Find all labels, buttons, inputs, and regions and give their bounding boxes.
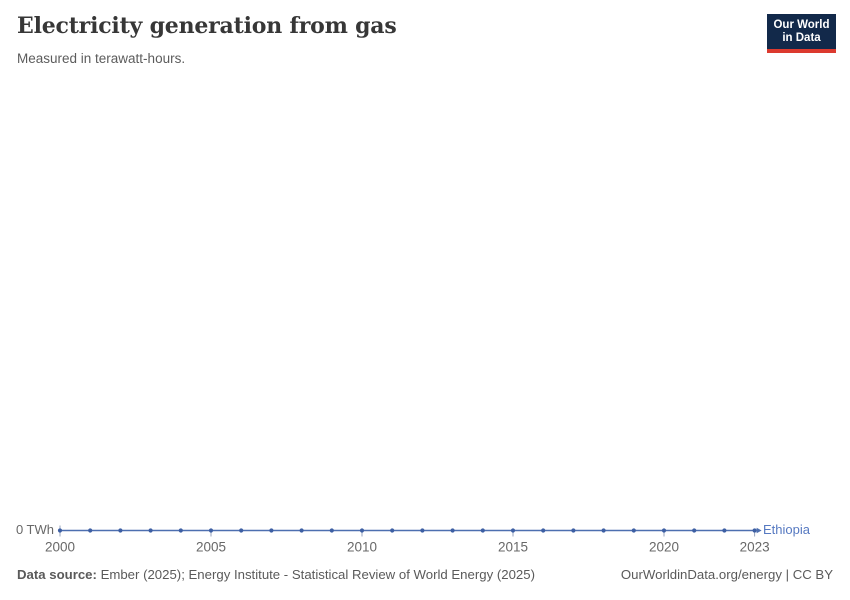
chart-subtitle: Measured in terawatt-hours.	[17, 51, 186, 66]
data-point-2006[interactable]	[239, 528, 244, 533]
data-point-2015[interactable]	[510, 528, 516, 533]
data-point-2011[interactable]	[390, 528, 395, 533]
owid-logo-line2: in Data	[782, 32, 821, 44]
data-source: Data source: Ember (2025); Energy Instit…	[17, 567, 535, 582]
footer-license-link[interactable]: OurWorldinData.org/energy | CC BY	[620, 567, 833, 582]
data-point-2008[interactable]	[299, 528, 304, 533]
x-tick-label: 2010	[347, 540, 377, 555]
x-tick-label: 2020	[649, 540, 679, 555]
data-point-2014[interactable]	[480, 528, 485, 533]
data-point-2023[interactable]	[752, 528, 757, 533]
data-point-2009[interactable]	[329, 528, 334, 533]
owid-logo[interactable]: Our World in Data	[767, 14, 836, 53]
data-point-2012[interactable]	[420, 528, 425, 533]
data-point-2004[interactable]	[178, 528, 183, 533]
data-point-2019[interactable]	[631, 528, 636, 533]
data-point-2018[interactable]	[601, 528, 606, 533]
x-tick-label: 2015	[498, 540, 528, 555]
x-tick-label: 2000	[45, 540, 75, 555]
data-point-2010[interactable]	[359, 528, 365, 533]
data-point-2021[interactable]	[692, 528, 697, 533]
data-point-2005[interactable]	[208, 528, 214, 533]
data-point-2016[interactable]	[541, 528, 546, 533]
chart-footer: Data source: Ember (2025); Energy Instit…	[17, 567, 833, 582]
line-end-arrow	[756, 527, 762, 534]
owid-logo-line1: Our World	[773, 19, 830, 31]
data-point-2000[interactable]	[57, 528, 63, 533]
chart-title: Electricity generation from gas	[17, 13, 397, 39]
data-point-2020[interactable]	[661, 528, 667, 533]
data-source-label: Data source:	[17, 567, 97, 582]
data-point-2007[interactable]	[269, 528, 274, 533]
data-source-text: Ember (2025); Energy Institute - Statist…	[100, 567, 535, 582]
x-tick-label: 2023	[740, 540, 770, 555]
data-point-2002[interactable]	[118, 528, 123, 533]
data-point-2022[interactable]	[722, 528, 727, 533]
y-axis-zero-label: 0 TWh	[15, 522, 54, 537]
data-point-2003[interactable]	[148, 528, 153, 533]
x-tick-label: 2005	[196, 540, 226, 555]
data-point-2017[interactable]	[571, 528, 576, 533]
data-point-2001[interactable]	[88, 528, 93, 533]
series-label-ethiopia[interactable]: Ethiopia	[763, 522, 810, 537]
data-point-2013[interactable]	[450, 528, 455, 533]
